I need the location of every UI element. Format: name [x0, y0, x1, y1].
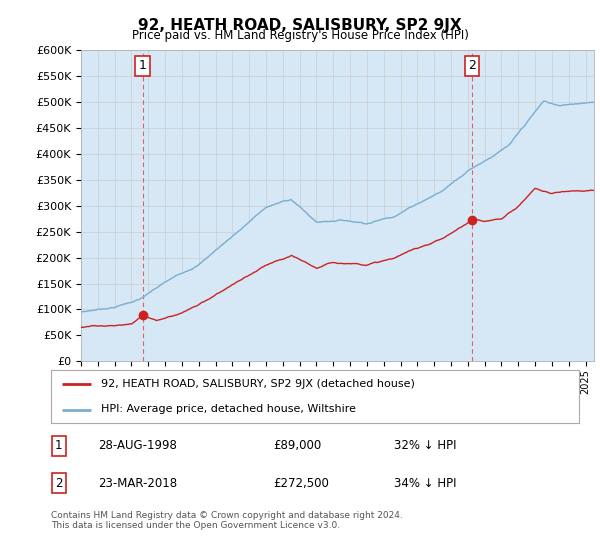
Text: 2: 2: [55, 477, 62, 490]
Text: £89,000: £89,000: [273, 439, 321, 452]
Text: Price paid vs. HM Land Registry's House Price Index (HPI): Price paid vs. HM Land Registry's House …: [131, 29, 469, 42]
Text: 32% ↓ HPI: 32% ↓ HPI: [394, 439, 457, 452]
Text: £272,500: £272,500: [273, 477, 329, 490]
Text: Contains HM Land Registry data © Crown copyright and database right 2024.
This d: Contains HM Land Registry data © Crown c…: [51, 511, 403, 530]
Text: 2: 2: [468, 59, 476, 72]
Text: 1: 1: [139, 59, 146, 72]
Text: HPI: Average price, detached house, Wiltshire: HPI: Average price, detached house, Wilt…: [101, 404, 356, 414]
Text: 1: 1: [55, 439, 62, 452]
Text: 28-AUG-1998: 28-AUG-1998: [98, 439, 178, 452]
Text: 92, HEATH ROAD, SALISBURY, SP2 9JX: 92, HEATH ROAD, SALISBURY, SP2 9JX: [138, 18, 462, 33]
Text: 92, HEATH ROAD, SALISBURY, SP2 9JX (detached house): 92, HEATH ROAD, SALISBURY, SP2 9JX (deta…: [101, 380, 415, 390]
Text: 34% ↓ HPI: 34% ↓ HPI: [394, 477, 457, 490]
Text: 23-MAR-2018: 23-MAR-2018: [98, 477, 178, 490]
